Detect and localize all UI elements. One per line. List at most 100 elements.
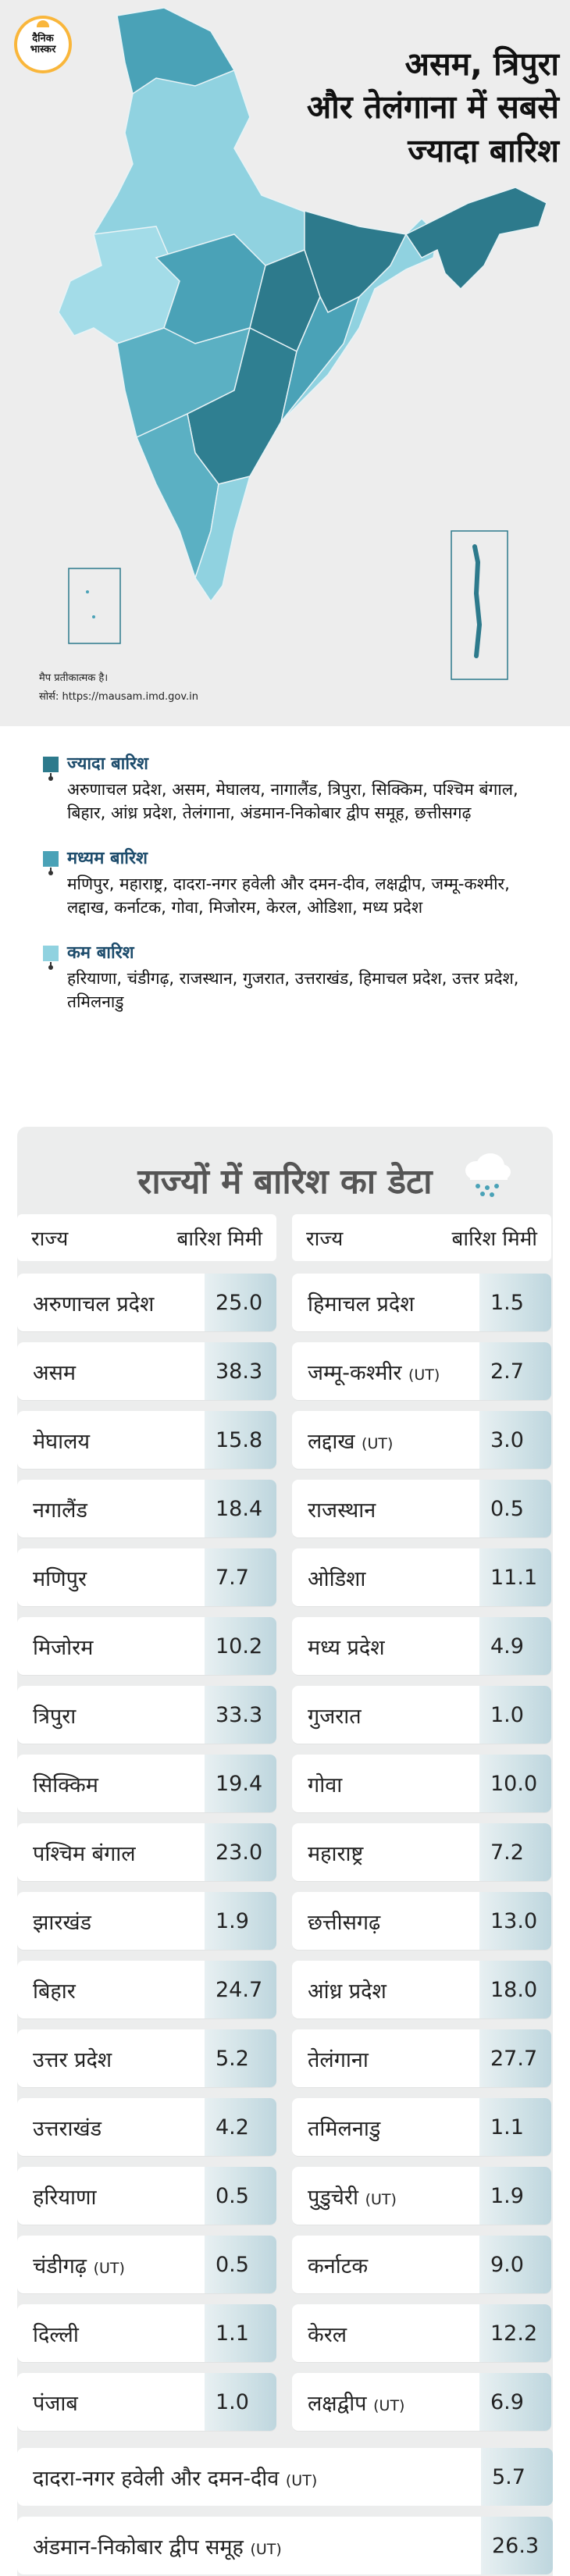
rainfall-value: 33.3: [205, 1686, 276, 1744]
table-row: सिक्किम 19.4: [17, 1755, 276, 1812]
state-name: छत्तीसगढ़: [308, 1910, 381, 1935]
rainfall-value: 4.2: [205, 2098, 276, 2156]
state-name: मध्य प्रदेश: [308, 1635, 385, 1660]
rainfall-value: 1.1: [479, 2098, 551, 2156]
state-name: आंध्र प्रदेश: [308, 1979, 387, 2004]
map-tamilnadu-low: [194, 475, 251, 603]
table-row: तेलंगाना 27.7: [292, 2029, 551, 2087]
rainfall-value: 7.2: [479, 1823, 551, 1881]
map-section: दैनिक भास्कर असम, त्रिपुरा और तेलंगाना म…: [0, 0, 570, 726]
legend-item-medium: मध्यम बारिश मणिपुर, महाराष्ट्र, दादरा-नग…: [39, 846, 554, 920]
rainfall-value: 1.0: [479, 1686, 551, 1744]
state-name: पंजाब: [33, 2391, 78, 2416]
state-name: जम्मू-कश्मीर (UT): [308, 1360, 440, 1385]
state-name: राजस्थान: [308, 1498, 376, 1523]
rainfall-table-section: राज्यों में बारिश का डेटा राज्य बारिश मि…: [17, 1127, 553, 2576]
legend: ज्यादा बारिश अरुणाचल प्रदेश, असम, मेघालय…: [39, 751, 554, 1035]
rainfall-value: 0.5: [479, 1480, 551, 1537]
legend-swatch-low: [42, 944, 59, 962]
legend-item-low: कम बारिश हरियाणा, चंडीगढ़, राजस्थान, गुज…: [39, 940, 554, 1014]
table-row: गोवा 10.0: [292, 1755, 551, 1812]
state-name: पुडुचेरी (UT): [308, 2185, 397, 2210]
state-name: उत्तराखंड: [33, 2116, 102, 2141]
rainfall-value: 25.0: [205, 1274, 276, 1331]
map-northeast-high: [404, 187, 547, 290]
table-row: केरल 12.2: [292, 2304, 551, 2362]
rainfall-value: 1.1: [205, 2304, 276, 2362]
table-header-left: राज्य बारिश मिमी: [17, 1214, 276, 1261]
table-row: चंडीगढ़ (UT) 0.5: [17, 2236, 276, 2293]
rainfall-value: 5.7: [481, 2448, 553, 2506]
state-name: लक्षद्वीप (UT): [308, 2391, 405, 2416]
table-row: जम्मू-कश्मीर (UT) 2.7: [292, 1342, 551, 1400]
rainfall-value: 11.1: [479, 1548, 551, 1606]
state-name: पश्चिम बंगाल: [33, 1841, 136, 1866]
table-row: झारखंड 1.9: [17, 1892, 276, 1950]
header-rainfall: बारिश मिमी: [451, 1227, 537, 1251]
legend-states-low: हरियाणा, चंडीगढ़, राजस्थान, गुजरात, उत्त…: [67, 968, 519, 1012]
state-name: मेघालय: [33, 1429, 91, 1454]
state-name: हिमाचल प्रदेश: [308, 1292, 415, 1317]
table-row: लक्षद्वीप (UT) 6.9: [292, 2373, 551, 2431]
table-row: नगालैंड 18.4: [17, 1480, 276, 1537]
headline-line-1: असम, त्रिपुरा: [404, 45, 559, 83]
rainfall-value: 26.3: [481, 2517, 553, 2574]
state-name: चंडीगढ़ (UT): [33, 2254, 125, 2278]
table-row: मध्य प्रदेश 4.9: [292, 1617, 551, 1675]
table-row: उत्तराखंड 4.2: [17, 2098, 276, 2156]
table-row: महाराष्ट्र 7.2: [292, 1823, 551, 1881]
rainfall-value: 3.0: [479, 1411, 551, 1469]
state-name: उत्तर प्रदेश: [33, 2047, 112, 2072]
state-name: गुजरात: [308, 1704, 362, 1729]
rainfall-value: 7.7: [205, 1548, 276, 1606]
rainfall-value: 13.0: [479, 1892, 551, 1950]
table-row: हरियाणा 0.5: [17, 2167, 276, 2225]
table-row: मिजोरम 10.2: [17, 1617, 276, 1675]
legend-item-high: ज्यादा बारिश अरुणाचल प्रदेश, असम, मेघालय…: [39, 751, 554, 825]
table-row-full: अंडमान-निकोबार द्वीप समूह (UT) 26.3: [17, 2517, 553, 2574]
table-row: पुडुचेरी (UT) 1.9: [292, 2167, 551, 2225]
legend-title-medium: मध्यम बारिश: [67, 848, 148, 868]
state-name: तेलंगाना: [308, 2047, 369, 2072]
table-header-right: राज्य बारिश मिमी: [292, 1214, 551, 1261]
headline: असम, त्रिपुरा और तेलंगाना में सबसे ज्याद…: [231, 43, 559, 173]
table-row: मेघालय 15.8: [17, 1411, 276, 1469]
rainfall-value: 23.0: [205, 1823, 276, 1881]
legend-title-low: कम बारिश: [67, 942, 134, 963]
rainfall-value: 19.4: [205, 1755, 276, 1812]
table-row: असम 38.3: [17, 1342, 276, 1400]
state-name: त्रिपुरा: [33, 1704, 77, 1729]
dainik-bhaskar-logo: दैनिक भास्कर: [14, 16, 72, 73]
legend-title-high: ज्यादा बारिश: [67, 754, 148, 774]
map-north-medium: [116, 7, 236, 95]
state-name: लद्दाख (UT): [308, 1429, 394, 1454]
map-source: सोर्स: https://mausam.imd.gov.in: [39, 691, 198, 703]
table-row: अरुणाचल प्रदेश 25.0: [17, 1274, 276, 1331]
state-name: महाराष्ट्र: [308, 1841, 364, 1866]
headline-line-3: ज्यादा बारिश: [408, 131, 559, 169]
map-disclaimer: मैप प्रतीकात्मक है।: [39, 672, 109, 684]
map-lakshadweep-box: [68, 568, 121, 644]
rainfall-value: 9.0: [479, 2236, 551, 2293]
legend-swatch-high: [42, 756, 59, 773]
table-row: राजस्थान 0.5: [292, 1480, 551, 1537]
header-state: राज्य: [306, 1227, 344, 1251]
rainfall-value: 10.0: [479, 1755, 551, 1812]
state-name: मिजोरम: [33, 1635, 94, 1660]
table-row: दिल्ली 1.1: [17, 2304, 276, 2362]
table-row: गुजरात 1.0: [292, 1686, 551, 1744]
rain-cloud-icon: [465, 1153, 511, 1197]
right-rows: हिमाचल प्रदेश 1.5 जम्मू-कश्मीर (UT) 2.7 लद्द…: [292, 1274, 551, 2431]
state-name: कर्नाटक: [308, 2254, 369, 2278]
rainfall-value: 0.5: [205, 2167, 276, 2225]
rainfall-value: 1.5: [479, 1274, 551, 1331]
rainfall-value: 2.7: [479, 1342, 551, 1400]
rainfall-value: 6.9: [479, 2373, 551, 2431]
state-name: दिल्ली: [33, 2322, 79, 2347]
table-row: पंजाब 1.0: [17, 2373, 276, 2431]
headline-line-2: और तेलंगाना में सबसे: [306, 88, 559, 126]
rainfall-value: 10.2: [205, 1617, 276, 1675]
india-rainfall-map: [58, 7, 547, 680]
state-name: नगालैंड: [33, 1498, 87, 1523]
